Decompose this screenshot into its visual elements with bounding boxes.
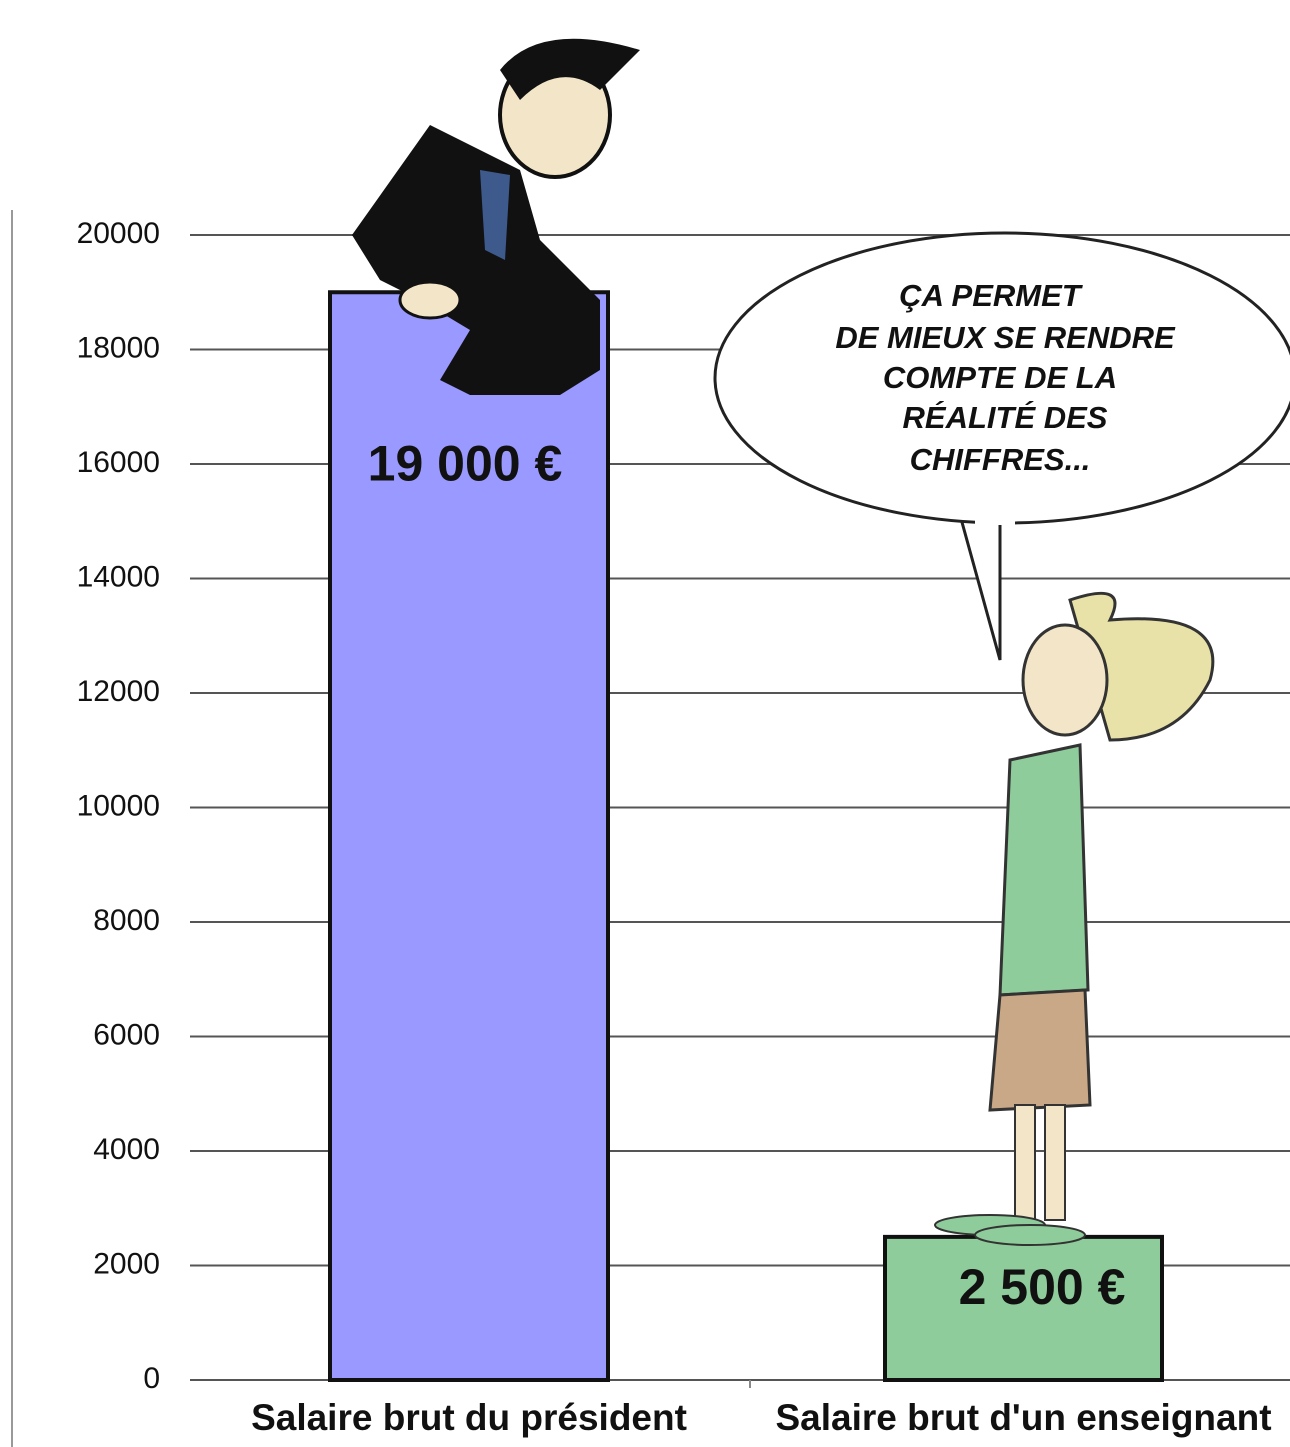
value-label: 2 500 € bbox=[959, 1259, 1126, 1315]
woman-leg bbox=[1015, 1105, 1035, 1220]
woman-shoe bbox=[975, 1225, 1085, 1245]
y-tick-label: 14000 bbox=[77, 560, 160, 593]
y-tick-label: 16000 bbox=[77, 446, 160, 479]
y-tick-label: 10000 bbox=[77, 789, 160, 822]
woman-skirt bbox=[990, 990, 1090, 1110]
bubble-text: RÉALITÉ DES bbox=[903, 400, 1108, 435]
man-hand bbox=[400, 282, 460, 318]
x-tick-label: Salaire brut d'un enseignant bbox=[775, 1397, 1271, 1438]
y-tick-label: 12000 bbox=[77, 675, 160, 708]
bubble-tail bbox=[960, 515, 1000, 660]
woman-top bbox=[1000, 745, 1088, 995]
y-tick-label: 20000 bbox=[77, 217, 160, 250]
bubble-text: ÇA PERMET bbox=[899, 278, 1083, 313]
y-tick-label: 0 bbox=[143, 1362, 160, 1395]
bubble-text: DE MIEUX SE RENDRE bbox=[835, 320, 1176, 355]
y-tick-label: 2000 bbox=[93, 1247, 160, 1280]
bubble-text: CHIFFRES... bbox=[910, 442, 1091, 477]
bubble-join bbox=[975, 505, 1015, 525]
woman-leg bbox=[1045, 1105, 1065, 1220]
bubble-text: COMPTE DE LA bbox=[883, 360, 1117, 395]
chart: 0 2000 4000 6000 8000 10000 12000 14000 16000 180… bbox=[0, 0, 1290, 1447]
y-tick-label: 18000 bbox=[77, 331, 160, 364]
y-tick-label: 8000 bbox=[93, 904, 160, 937]
woman-head bbox=[1023, 625, 1107, 735]
y-tick-label: 4000 bbox=[93, 1133, 160, 1166]
value-label: 19 000 € bbox=[368, 435, 563, 491]
x-tick-label: Salaire brut du président bbox=[251, 1397, 687, 1438]
y-tick-label: 6000 bbox=[93, 1018, 160, 1051]
